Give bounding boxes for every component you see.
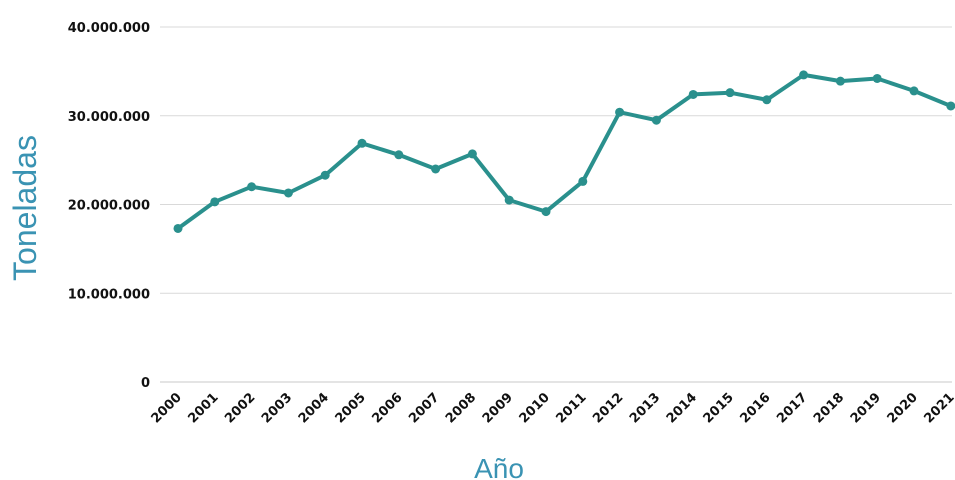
data-point: [247, 182, 257, 192]
data-point: [504, 195, 514, 205]
data-point: [394, 150, 404, 160]
y-axis-title: Toneladas: [7, 135, 43, 281]
x-tick-label: 2015: [701, 390, 737, 426]
data-point: [946, 101, 955, 111]
x-tick-label: 2011: [553, 390, 589, 426]
data-point: [909, 86, 919, 96]
data-point: [688, 89, 698, 99]
x-tick-label: 2009: [480, 390, 516, 426]
x-tick-label: 2014: [664, 390, 700, 426]
x-tick-label: 2021: [921, 390, 955, 426]
y-tick-label: 0: [141, 376, 150, 391]
data-point: [467, 149, 477, 159]
data-point: [725, 88, 735, 98]
data-point: [431, 164, 441, 174]
data-point: [835, 76, 845, 86]
data-point: [578, 176, 588, 186]
y-tick-label: 10.000.000: [68, 287, 150, 302]
x-tick-label: 2013: [627, 390, 663, 426]
y-tick-label: 30.000.000: [68, 110, 150, 125]
data-point: [615, 107, 625, 117]
x-axis-ticks: 2000 2001 2002 2003 2004 2005 2006 2007 2008 2009…: [149, 390, 955, 426]
x-tick-label: 2007: [406, 390, 442, 426]
data-point: [283, 188, 293, 198]
x-tick-label: 2006: [369, 390, 405, 426]
series-layer: [173, 70, 955, 233]
x-tick-label: 2001: [185, 390, 221, 426]
data-point: [651, 115, 661, 125]
x-tick-label: 2000: [149, 390, 185, 426]
data-point: [320, 170, 330, 180]
data-point: [541, 207, 551, 217]
x-tick-label: 2004: [296, 390, 332, 426]
x-tick-label: 2020: [885, 390, 921, 426]
x-tick-label: 2005: [333, 390, 369, 426]
y-axis-ticks: 0 10.000.000 20.000.000 30.000.000 40.000.00…: [68, 21, 150, 391]
x-axis-title: Año: [474, 453, 524, 480]
y-tick-label: 40.000.000: [68, 21, 150, 36]
data-point: [173, 223, 183, 233]
data-point: [872, 73, 882, 83]
x-tick-label: 2012: [590, 390, 626, 426]
y-tick-label: 20.000.000: [68, 199, 150, 214]
x-tick-label: 2010: [517, 390, 553, 426]
x-tick-label: 2016: [737, 390, 773, 426]
x-tick-label: 2019: [848, 390, 884, 426]
x-tick-label: 2018: [811, 390, 847, 426]
x-tick-label: 2002: [222, 390, 258, 426]
series-line: [176, 72, 953, 231]
data-point: [799, 70, 809, 80]
data-point: [210, 197, 220, 207]
x-tick-label: 2003: [259, 390, 295, 426]
x-tick-label: 2008: [443, 390, 479, 426]
data-point: [762, 95, 772, 105]
data-point: [357, 138, 367, 148]
x-tick-label: 2017: [774, 390, 810, 426]
